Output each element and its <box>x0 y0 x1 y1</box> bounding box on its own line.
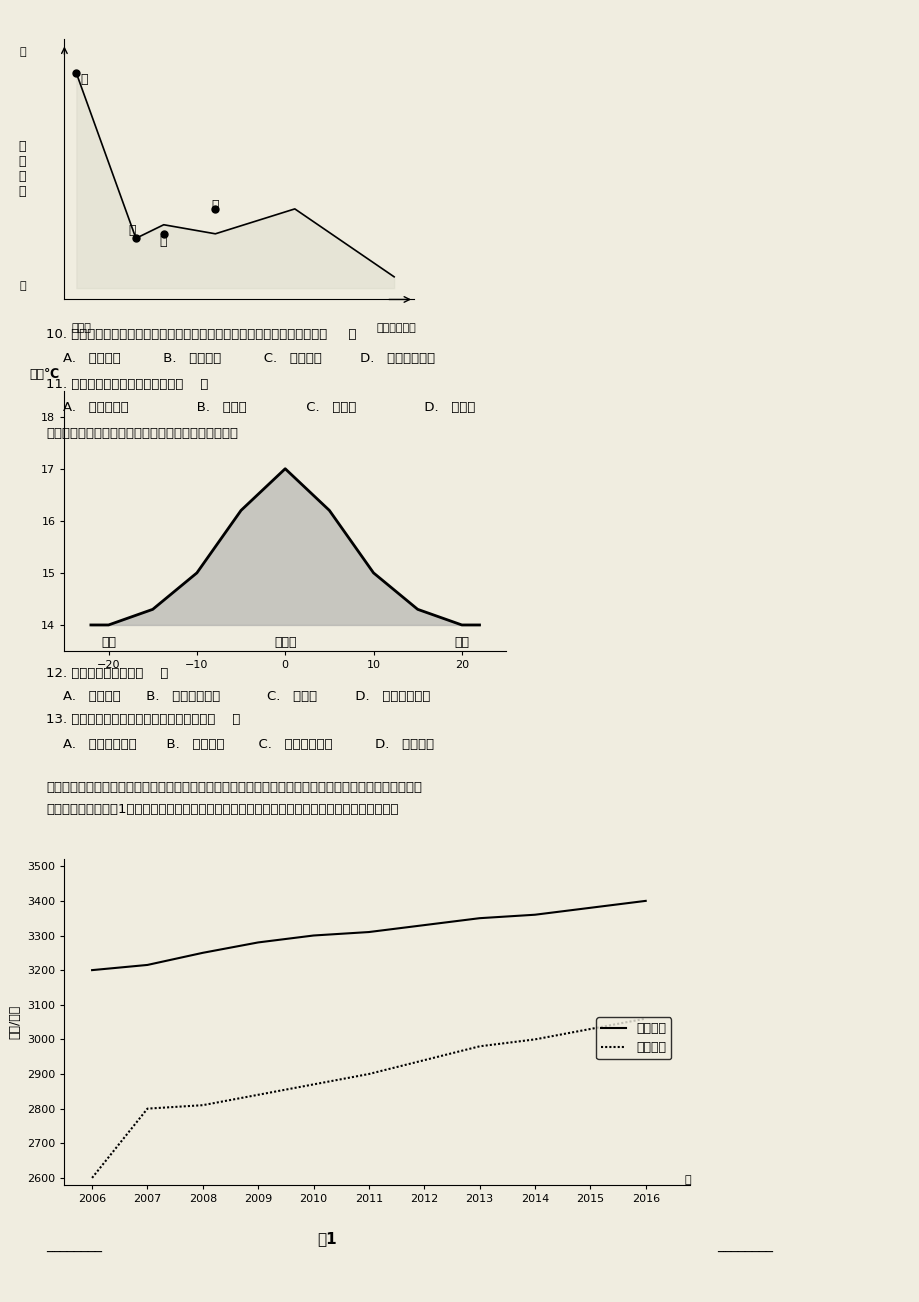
户籍人口 <box>197 945 208 961</box>
Text: 图示为城市化进程中产生的问题之一。完成下面小题。: 图示为城市化进程中产生的问题之一。完成下面小题。 <box>46 427 238 440</box>
Text: 年以上）的人口，图1示意近十年来我国某直辖市户籍人口与常住人口的数量变化，据此完成小题。: 年以上）的人口，图1示意近十年来我国某直辖市户籍人口与常住人口的数量变化，据此完… <box>46 803 398 816</box>
Text: 乙: 乙 <box>128 224 135 237</box>
户籍人口 <box>418 918 429 934</box>
常住人口 <box>142 1100 153 1116</box>
Text: 户籍人口是指依法在某地公安户籍管理机关登记了户口在人口，常住人口是指实际居住在某地一定时间（半: 户籍人口是指依法在某地公安户籍管理机关登记了户口在人口，常住人口是指实际居住在某… <box>46 781 422 794</box>
Text: 12. 图中反映的问题是（    ）: 12. 图中反映的问题是（ ） <box>46 667 168 680</box>
Text: 地
租
水
平: 地 租 水 平 <box>18 141 26 198</box>
Text: 温度℃: 温度℃ <box>29 367 59 380</box>
常住人口 <box>473 1039 484 1055</box>
常住人口 <box>418 1052 429 1068</box>
Text: A.   地形平坦          B.   降水丰富          C.   交通便捷         D.   传统工业集聚: A. 地形平坦 B. 降水丰富 C. 交通便捷 D. 传统工业集聚 <box>46 352 435 365</box>
Text: ________: ________ <box>717 1240 773 1253</box>
Text: 丁: 丁 <box>211 199 219 212</box>
Text: 市中心: 市中心 <box>72 323 92 333</box>
Text: 郊区: 郊区 <box>454 635 469 648</box>
Text: 高: 高 <box>19 47 26 57</box>
Text: A.   低级住宅区                B.   商业区              C.   工业区                D.   文教区: A. 低级住宅区 B. 商业区 C. 工业区 D. 文教区 <box>46 401 475 414</box>
Y-axis label: 人口/万人: 人口/万人 <box>8 1005 21 1039</box>
户籍人口 <box>529 907 540 923</box>
Text: 甲: 甲 <box>80 73 87 86</box>
Text: 年: 年 <box>684 1174 690 1185</box>
常住人口 <box>253 1087 264 1103</box>
Text: 13. 下列既可行又能减轻这一问题的措施是（    ）: 13. 下列既可行又能减轻这一问题的措施是（ ） <box>46 713 240 727</box>
Text: 郊区: 郊区 <box>101 635 116 648</box>
常住人口 <box>584 1021 596 1036</box>
Line: 户籍人口: 户籍人口 <box>92 901 645 970</box>
Text: 11. 丁地最有可能形成的功能区是（    ）: 11. 丁地最有可能形成的功能区是（ ） <box>46 378 208 391</box>
Text: 10. 丁地距离城市中心较远，而地租水平较乙和丙高，其原因最可能是该地（     ）: 10. 丁地距离城市中心较远，而地租水平较乙和丙高，其原因最可能是该地（ ） <box>46 328 357 341</box>
常住人口 <box>308 1077 319 1092</box>
常住人口 <box>197 1098 208 1113</box>
Text: A.   城市内涝      B.   城市热岛效应           C.   城市风         D.   城市空气污染: A. 城市内涝 B. 城市热岛效应 C. 城市风 D. 城市空气污染 <box>46 690 430 703</box>
Text: 丙: 丙 <box>160 236 167 249</box>
常住人口 <box>529 1031 540 1047</box>
Text: 距市中心距离: 距市中心距离 <box>376 323 416 333</box>
Legend: 户籍人口, 常住人口: 户籍人口, 常住人口 <box>596 1017 671 1060</box>
户籍人口 <box>640 893 651 909</box>
户籍人口 <box>473 910 484 926</box>
Line: 常住人口: 常住人口 <box>92 1018 645 1178</box>
户籍人口 <box>142 957 153 973</box>
户籍人口 <box>308 928 319 944</box>
户籍人口 <box>86 962 97 978</box>
户籍人口 <box>253 935 264 950</box>
常住人口 <box>363 1066 374 1082</box>
Text: ________: ________ <box>46 1240 102 1253</box>
Text: A.   扩大绿地面积       B.   破墙透绿        C.   完善排水系统          D.   多建高楼: A. 扩大绿地面积 B. 破墙透绿 C. 完善排水系统 D. 多建高楼 <box>46 738 434 751</box>
户籍人口 <box>584 900 596 915</box>
Text: 市中心: 市中心 <box>274 635 296 648</box>
常住人口 <box>640 1010 651 1026</box>
Text: 低: 低 <box>19 281 26 292</box>
户籍人口 <box>363 924 374 940</box>
常住人口 <box>86 1170 97 1186</box>
Text: 图1: 图1 <box>317 1232 336 1246</box>
